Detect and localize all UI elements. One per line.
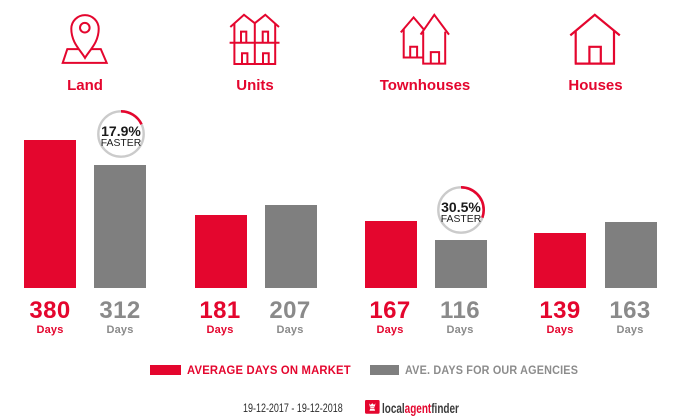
svg-text:FASTER: FASTER bbox=[441, 214, 482, 225]
svg-text:FASTER: FASTER bbox=[100, 138, 141, 149]
svg-text:30.5%: 30.5% bbox=[441, 199, 481, 215]
svg-text:17.9%: 17.9% bbox=[101, 123, 141, 139]
